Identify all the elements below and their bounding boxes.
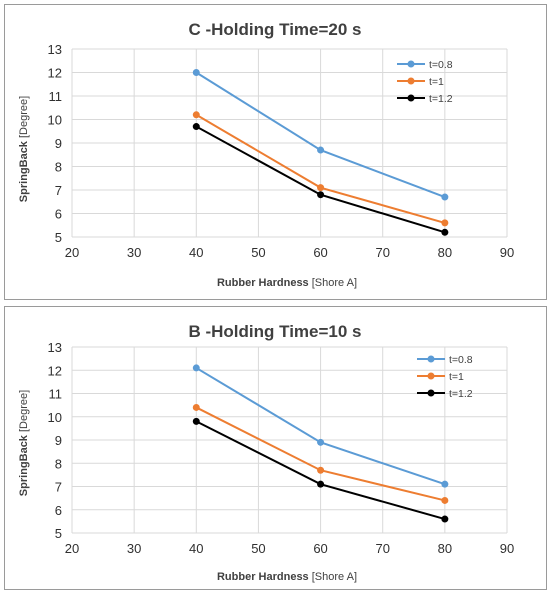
y-tick-label: 10 — [48, 113, 62, 128]
chart-panel-holding-time-20: C -Holding Time=20 s 20 30 40 50 60 70 80 90 5 6 7… — [4, 4, 547, 300]
x-axis-label-text: Rubber Hardness — [217, 277, 309, 289]
data-point — [441, 480, 449, 488]
data-point — [192, 417, 200, 425]
x-tick-label: 50 — [251, 245, 265, 260]
legend-label: t=1 — [429, 76, 444, 88]
chart-svg: C -Holding Time=20 s 20 30 40 50 60 70 80 90 5 6 7… — [18, 20, 515, 289]
y-axis-label-text: SpringBack — [18, 434, 30, 496]
x-tick-label: 70 — [375, 245, 389, 260]
x-axis-label-unit: [Shore A] — [312, 277, 357, 289]
data-point — [441, 193, 449, 201]
y-tick-label: 12 — [48, 66, 62, 81]
data-point — [317, 184, 325, 192]
chart-title: C -Holding Time=20 s — [188, 20, 361, 39]
x-tick-label: 60 — [313, 541, 327, 556]
legend-marker — [427, 389, 435, 397]
legend-marker — [407, 94, 415, 102]
y-axis-label: SpringBack [Degree] — [18, 390, 30, 496]
data-point — [441, 515, 449, 523]
data-point — [192, 123, 200, 131]
x-tick-label: 90 — [500, 541, 514, 556]
legend-marker — [407, 77, 415, 85]
y-axis-label-text: SpringBack — [18, 140, 30, 202]
y-tick-label: 11 — [49, 387, 63, 402]
legend-label: t=1.2 — [449, 388, 473, 400]
y-tick-label: 5 — [55, 526, 62, 541]
y-tick-label: 7 — [55, 480, 62, 495]
y-axis-label-unit: [Degree] — [18, 390, 30, 432]
data-point — [317, 146, 325, 154]
y-tick-label: 6 — [55, 207, 62, 222]
chart-panel-holding-time-10: B -Holding Time=10 s 20 30 40 50 60 70 80 90 5 6 7… — [4, 306, 547, 590]
x-tick-label: 80 — [438, 541, 452, 556]
x-tick-label: 30 — [127, 245, 141, 260]
x-axis-label: Rubber Hardness [Shore A] — [217, 571, 357, 583]
y-axis-label: SpringBack [Degree] — [18, 96, 30, 202]
y-tick-label: 9 — [55, 433, 62, 448]
plot-area: 20 30 40 50 60 70 80 90 5 6 7 8 9 10 11 12 13 — [48, 340, 515, 556]
legend: t=0.8 t=1 t=1.2 — [397, 59, 453, 105]
legend: t=0.8 t=1 t=1.2 — [417, 354, 473, 400]
legend-label: t=0.8 — [429, 59, 453, 71]
x-tick-label: 30 — [127, 541, 141, 556]
y-tick-label: 5 — [55, 230, 62, 245]
data-point — [317, 466, 325, 474]
y-tick-label: 6 — [55, 503, 62, 518]
y-axis-label-unit: [Degree] — [18, 96, 30, 138]
legend-label: t=0.8 — [449, 354, 473, 366]
data-point — [192, 111, 200, 119]
y-tick-label: 13 — [48, 42, 62, 57]
data-point — [192, 69, 200, 76]
x-tick-label: 40 — [189, 541, 203, 556]
x-tick-label: 60 — [313, 245, 327, 260]
y-tick-label: 11 — [49, 89, 63, 104]
chart-svg: B -Holding Time=10 s 20 30 40 50 60 70 80 90 5 6 7… — [18, 322, 515, 583]
data-point — [441, 219, 449, 227]
data-point — [192, 403, 200, 411]
legend-marker — [407, 60, 415, 68]
y-tick-label: 10 — [48, 410, 62, 425]
legend-label: t=1.2 — [429, 93, 453, 105]
legend-label: t=1 — [449, 371, 464, 383]
x-axis-label: Rubber Hardness [Shore A] — [217, 277, 357, 289]
y-tick-label: 12 — [48, 363, 62, 378]
x-tick-label: 90 — [500, 245, 514, 260]
y-tick-label: 8 — [55, 456, 62, 471]
legend-marker — [427, 372, 435, 380]
data-point — [192, 364, 200, 372]
data-point — [317, 191, 325, 199]
y-tick-label: 9 — [55, 136, 62, 151]
x-tick-label: 50 — [251, 541, 265, 556]
x-axis-label-unit: [Shore A] — [312, 571, 357, 583]
chart-title: B -Holding Time=10 s — [188, 322, 361, 341]
x-tick-label: 70 — [375, 541, 389, 556]
y-tick-label: 7 — [55, 183, 62, 198]
data-point — [317, 438, 325, 446]
data-point — [441, 496, 449, 504]
legend-marker — [427, 355, 435, 363]
x-tick-label: 20 — [65, 245, 79, 260]
x-axis-label-text: Rubber Hardness — [217, 571, 309, 583]
data-point — [441, 228, 449, 236]
plot-area: 20 30 40 50 60 70 80 90 5 6 7 8 9 10 11 12 13 — [48, 42, 515, 260]
x-tick-label: 20 — [65, 541, 79, 556]
data-point — [317, 480, 325, 488]
x-tick-label: 80 — [438, 245, 452, 260]
x-tick-label: 40 — [189, 245, 203, 260]
y-tick-label: 13 — [48, 340, 62, 355]
y-tick-label: 8 — [55, 160, 62, 175]
